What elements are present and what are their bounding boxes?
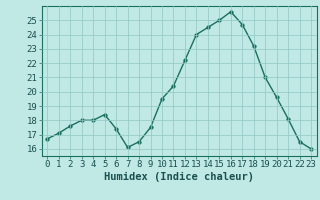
X-axis label: Humidex (Indice chaleur): Humidex (Indice chaleur) xyxy=(104,172,254,182)
